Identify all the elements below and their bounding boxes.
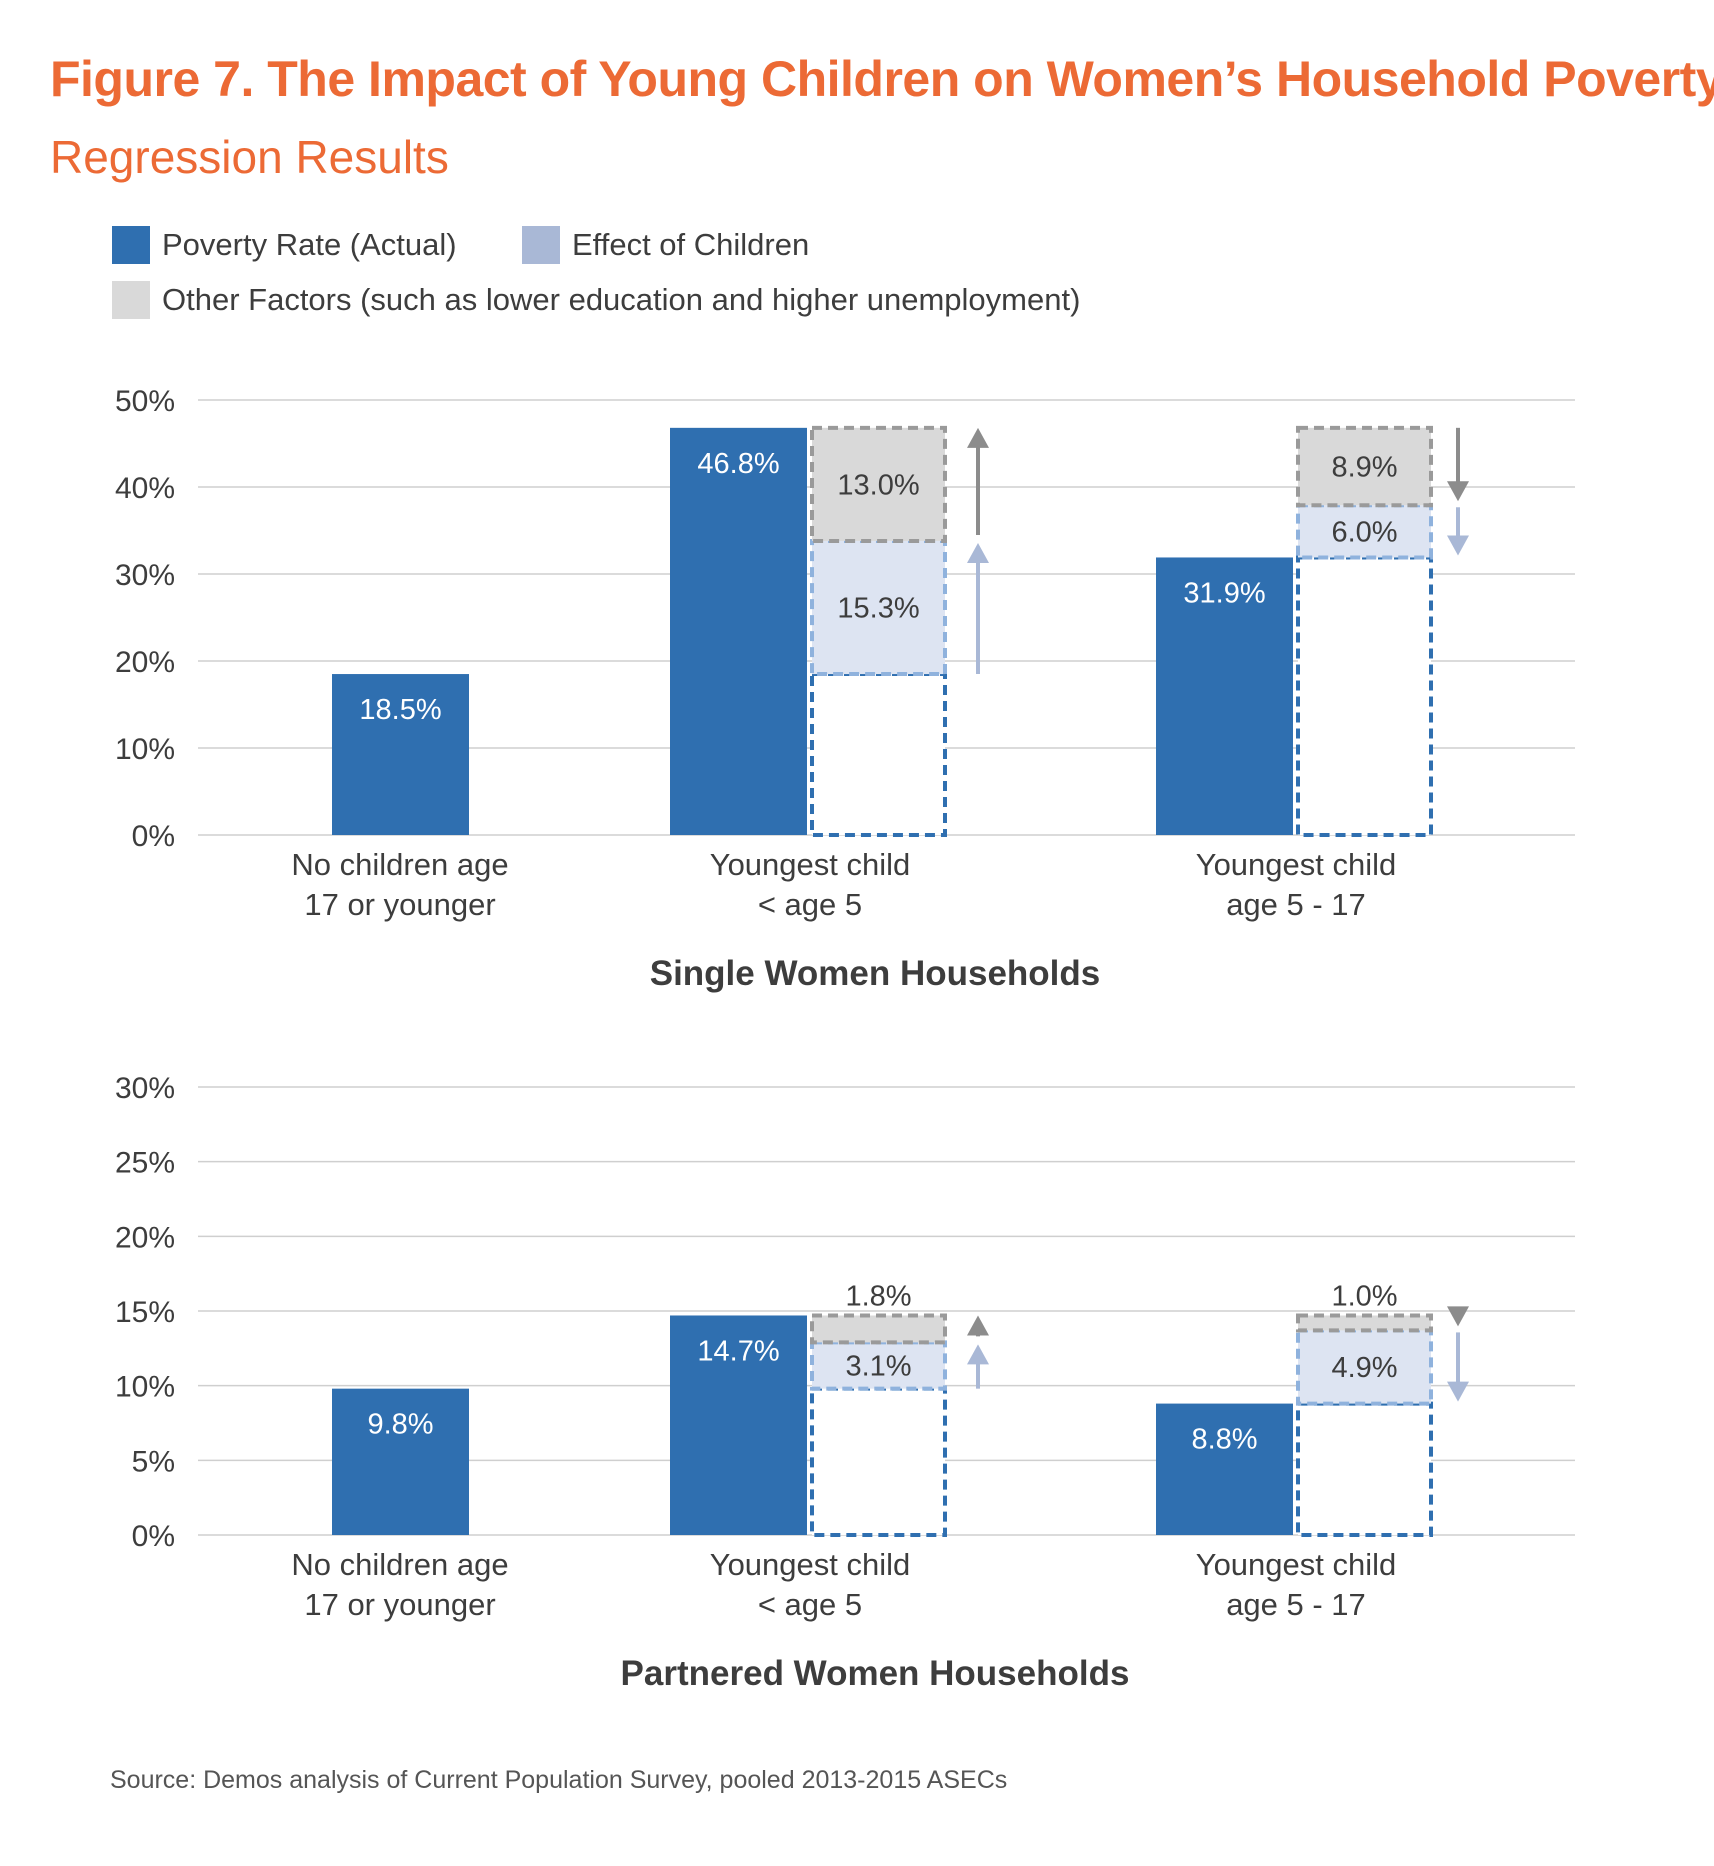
legend-label-poverty: Poverty Rate (Actual) — [162, 227, 457, 262]
poverty-value-label: 31.9% — [1183, 577, 1265, 609]
baseline-dashed-box — [810, 1386, 947, 1537]
x-category-label: < age 5 — [758, 1587, 862, 1622]
other-factors-label: 13.0% — [837, 469, 919, 501]
poverty-bar — [332, 674, 469, 835]
legend-item-poverty: Poverty Rate (Actual) — [112, 226, 457, 264]
x-category-label: Youngest child — [1196, 847, 1397, 882]
other-factors-label: 1.0% — [1331, 1280, 1397, 1312]
x-category-label: No children age — [291, 847, 508, 882]
poverty-bar — [670, 1315, 807, 1535]
x-category-label: age 5 - 17 — [1226, 1587, 1366, 1622]
other-up-arrow-head — [967, 1315, 989, 1336]
other-down-arrow-head — [1447, 481, 1469, 502]
x-category-label: Youngest child — [1196, 1547, 1397, 1582]
baseline-dashed-box — [810, 672, 947, 837]
legend-swatch-children — [522, 226, 560, 264]
poverty-value-label: 18.5% — [359, 694, 441, 726]
y-tick-label: 5% — [132, 1445, 175, 1478]
y-tick-label: 50% — [115, 385, 175, 418]
other-factors-segment — [810, 425, 947, 543]
other-factors-segment — [810, 1313, 947, 1345]
figure-subtitle: Regression Results — [50, 131, 449, 183]
children-effect-segment — [1296, 1328, 1433, 1406]
children-down-arrow-head — [1447, 1381, 1469, 1402]
x-category-label: No children age — [291, 1547, 508, 1582]
children-up-arrow-head — [967, 1344, 989, 1365]
legend-label-children: Effect of Children — [572, 227, 810, 262]
baseline-dashed-box — [1296, 555, 1433, 837]
legend-label-other: Other Factors (such as lower education a… — [162, 282, 1081, 317]
legend-item-children: Effect of Children — [522, 226, 809, 264]
y-tick-label: 0% — [132, 820, 175, 853]
x-category-label: < age 5 — [758, 887, 862, 922]
legend-item-other: Other Factors (such as lower education a… — [112, 281, 1080, 319]
y-tick-label: 15% — [115, 1296, 175, 1329]
y-tick-label: 20% — [115, 646, 175, 679]
y-tick-label: 25% — [115, 1147, 175, 1180]
y-tick-label: 10% — [115, 733, 175, 766]
panel-title: Single Women Households — [650, 954, 1101, 993]
other-up-arrow-head — [967, 427, 989, 448]
other-factors-label: 1.8% — [845, 1280, 911, 1312]
other-factors-segment — [1296, 425, 1433, 508]
panel-title: Partnered Women Households — [621, 1654, 1130, 1693]
other-factors-segment — [1296, 1313, 1433, 1333]
x-category-label: 17 or younger — [304, 1587, 495, 1622]
legend-swatch-poverty — [112, 226, 150, 264]
y-tick-label: 20% — [115, 1221, 175, 1254]
y-tick-label: 10% — [115, 1371, 175, 1404]
poverty-bar — [670, 427, 807, 835]
poverty-bar — [1156, 557, 1293, 835]
y-tick-label: 0% — [132, 1520, 175, 1553]
children-effect-segment — [810, 538, 947, 677]
x-category-label: Youngest child — [710, 1547, 911, 1582]
poverty-bar — [1156, 1403, 1293, 1535]
children-effect-label: 15.3% — [837, 592, 919, 624]
y-tick-label: 30% — [115, 559, 175, 592]
source-note: Source: Demos analysis of Current Popula… — [110, 1766, 1008, 1794]
figure-title: Figure 7. The Impact of Young Children o… — [50, 51, 1714, 107]
children-effect-label: 4.9% — [1331, 1352, 1397, 1384]
baseline-dashed-box — [1296, 1401, 1433, 1537]
x-category-label: Youngest child — [710, 847, 911, 882]
children-down-arrow-head — [1447, 535, 1469, 556]
x-category-label: 17 or younger — [304, 887, 495, 922]
x-category-label: age 5 - 17 — [1226, 887, 1366, 922]
y-tick-label: 30% — [115, 1072, 175, 1105]
children-effect-label: 3.1% — [845, 1351, 911, 1383]
poverty-value-label: 46.8% — [697, 448, 779, 480]
other-down-arrow-head — [1447, 1306, 1469, 1327]
poverty-value-label: 14.7% — [697, 1335, 779, 1367]
children-up-arrow-head — [967, 542, 989, 563]
poverty-bar — [332, 1388, 469, 1535]
poverty-value-label: 9.8% — [367, 1409, 433, 1441]
other-factors-label: 8.9% — [1331, 452, 1397, 484]
y-tick-label: 40% — [115, 472, 175, 505]
children-effect-label: 6.0% — [1331, 516, 1397, 548]
legend-swatch-other — [112, 281, 150, 319]
poverty-value-label: 8.8% — [1191, 1424, 1257, 1456]
